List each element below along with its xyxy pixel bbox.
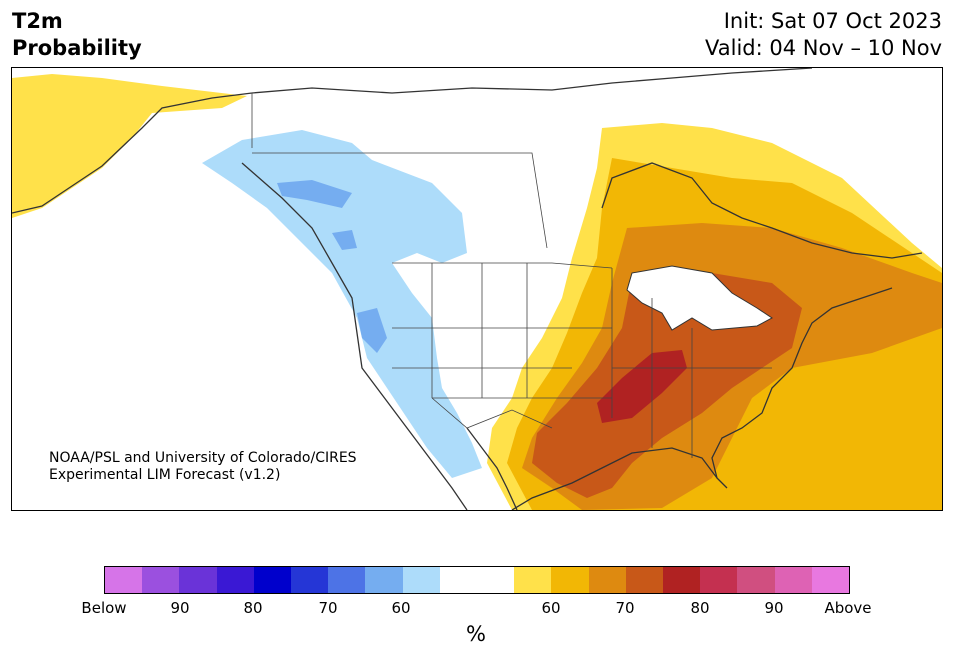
variable-label: T2m — [12, 9, 63, 33]
colorbar-tick-label: Below — [81, 599, 127, 617]
colorbar-swatch — [700, 567, 738, 593]
canada-below-core — [277, 180, 352, 208]
colorbar-swatch — [142, 567, 180, 593]
map-title: T2m Probability — [12, 8, 142, 62]
colorbar-swatch — [402, 567, 440, 593]
credit-text: NOAA/PSL and University of Colorado/CIRE… — [49, 450, 357, 484]
colorbar-tick-label: 70 — [615, 599, 635, 617]
colorbar-tick-label: 90 — [764, 599, 784, 617]
alaska-above-region — [12, 74, 247, 218]
colorbar-swatch — [625, 567, 664, 593]
colorbar-tick-label: 80 — [690, 599, 710, 617]
colorbar-swatch — [811, 567, 850, 593]
colorbar-tick-label: 60 — [391, 599, 411, 617]
colorbar-swatch — [477, 567, 515, 593]
great-lakes — [626, 265, 773, 331]
map-panel — [11, 67, 943, 511]
credit-line-2: Experimental LIM Forecast (v1.2) — [49, 467, 281, 483]
coastlines — [12, 68, 923, 510]
colorbar-swatch — [291, 567, 329, 593]
probability-map — [12, 68, 942, 510]
colorbar-swatch — [439, 567, 478, 593]
colorbar-swatch — [774, 567, 812, 593]
product-label: Probability — [12, 36, 142, 60]
political-borders — [251, 93, 772, 458]
colorbar-swatch — [663, 567, 701, 593]
colorbar-unit: % — [466, 622, 486, 646]
colorbar-swatch — [737, 567, 775, 593]
colorbar-swatch — [216, 567, 254, 593]
colorbar-tick-label: 80 — [243, 599, 263, 617]
colorbar-swatch — [588, 567, 626, 593]
colorbar-swatch — [551, 567, 589, 593]
colorbar-swatch — [253, 567, 292, 593]
colorbar-tick-label: 60 — [541, 599, 561, 617]
colorbar-swatch — [105, 567, 143, 593]
init-date: Init: Sat 07 Oct 2023 — [723, 9, 942, 33]
colorbar-tick-label: 70 — [318, 599, 338, 617]
colorbar-tick-label: Above — [824, 599, 872, 617]
west-below-region — [202, 130, 482, 478]
colorbar-tick-label: 90 — [170, 599, 190, 617]
colorbar — [104, 566, 850, 594]
bc-below-core — [332, 230, 357, 250]
forecast-dates: Init: Sat 07 Oct 2023 Valid: 04 Nov – 10… — [705, 8, 942, 62]
colorbar-swatch — [514, 567, 552, 593]
colorbar-swatch — [328, 567, 366, 593]
valid-date: Valid: 04 Nov – 10 Nov — [705, 36, 942, 60]
colorbar-swatch — [365, 567, 403, 593]
nw-below-core — [357, 308, 387, 353]
colorbar-swatch — [179, 567, 217, 593]
credit-line-1: NOAA/PSL and University of Colorado/CIRE… — [49, 450, 357, 466]
